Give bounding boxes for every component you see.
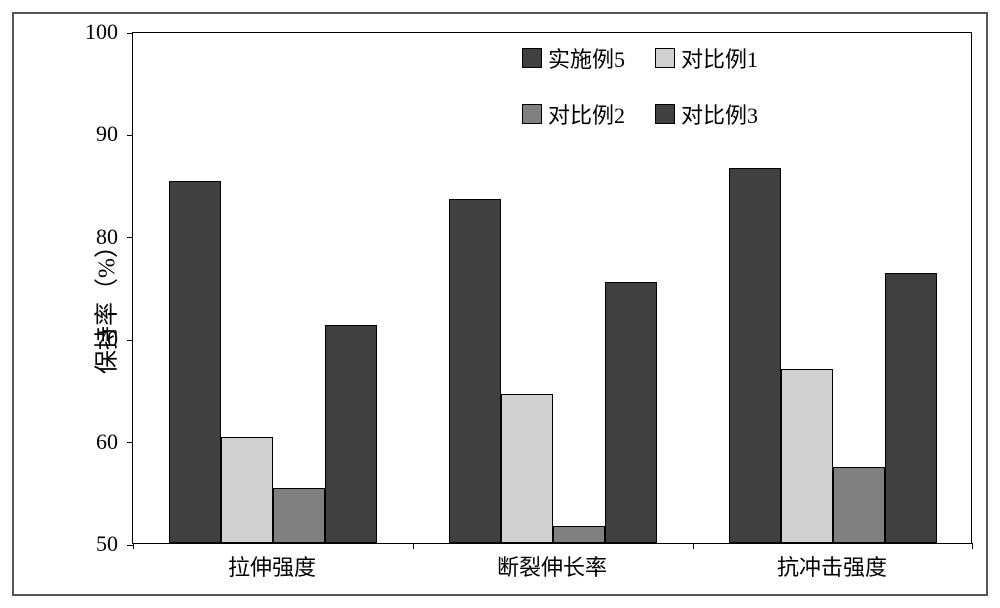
x-tick	[413, 543, 414, 549]
y-tick	[127, 340, 133, 341]
legend-label: 对比例3	[681, 98, 758, 130]
legend-swatch	[522, 104, 542, 124]
bar	[605, 282, 657, 543]
legend-item: 对比例3	[655, 98, 758, 130]
x-tick	[133, 543, 134, 549]
chart-container: 保持率（%） 实施例5 对比例1 对比例2 对比例3 50 60 70 80 90 100 拉伸强…	[12, 12, 988, 596]
y-tick-label: 100	[85, 19, 118, 45]
legend-row: 对比例2 对比例3	[522, 98, 758, 130]
y-tick-label: 50	[96, 531, 118, 557]
legend-label: 对比例1	[681, 42, 758, 74]
bar	[169, 181, 221, 543]
y-tick-label: 80	[96, 224, 118, 250]
y-tick	[127, 442, 133, 443]
legend-item: 实施例5	[522, 42, 625, 74]
bar	[221, 437, 273, 543]
bar	[833, 467, 885, 543]
bar	[449, 199, 501, 543]
x-tick	[693, 543, 694, 549]
y-axis-label: 保持率（%）	[87, 234, 122, 374]
bar	[885, 273, 937, 543]
legend-item: 对比例2	[522, 98, 625, 130]
legend-swatch	[522, 48, 542, 68]
bar	[501, 394, 553, 544]
x-category-label: 抗冲击强度	[732, 550, 932, 582]
y-tick	[127, 33, 133, 34]
legend: 实施例5 对比例1 对比例2 对比例3	[522, 42, 758, 154]
legend-item: 对比例1	[655, 42, 758, 74]
legend-swatch	[655, 104, 675, 124]
x-category-label: 拉伸强度	[172, 550, 372, 582]
bar	[729, 168, 781, 543]
y-tick-label: 90	[96, 121, 118, 147]
y-tick-label: 60	[96, 429, 118, 455]
legend-row: 实施例5 对比例1	[522, 42, 758, 74]
bar	[273, 488, 325, 543]
bar	[781, 369, 833, 543]
x-tick	[972, 543, 973, 549]
y-tick	[127, 135, 133, 136]
y-tick	[127, 237, 133, 238]
x-category-label: 断裂伸长率	[452, 550, 652, 582]
legend-swatch	[655, 48, 675, 68]
bar	[553, 526, 605, 543]
bar	[325, 325, 377, 543]
legend-label: 实施例5	[548, 42, 625, 74]
legend-label: 对比例2	[548, 98, 625, 130]
y-tick-label: 70	[96, 326, 118, 352]
